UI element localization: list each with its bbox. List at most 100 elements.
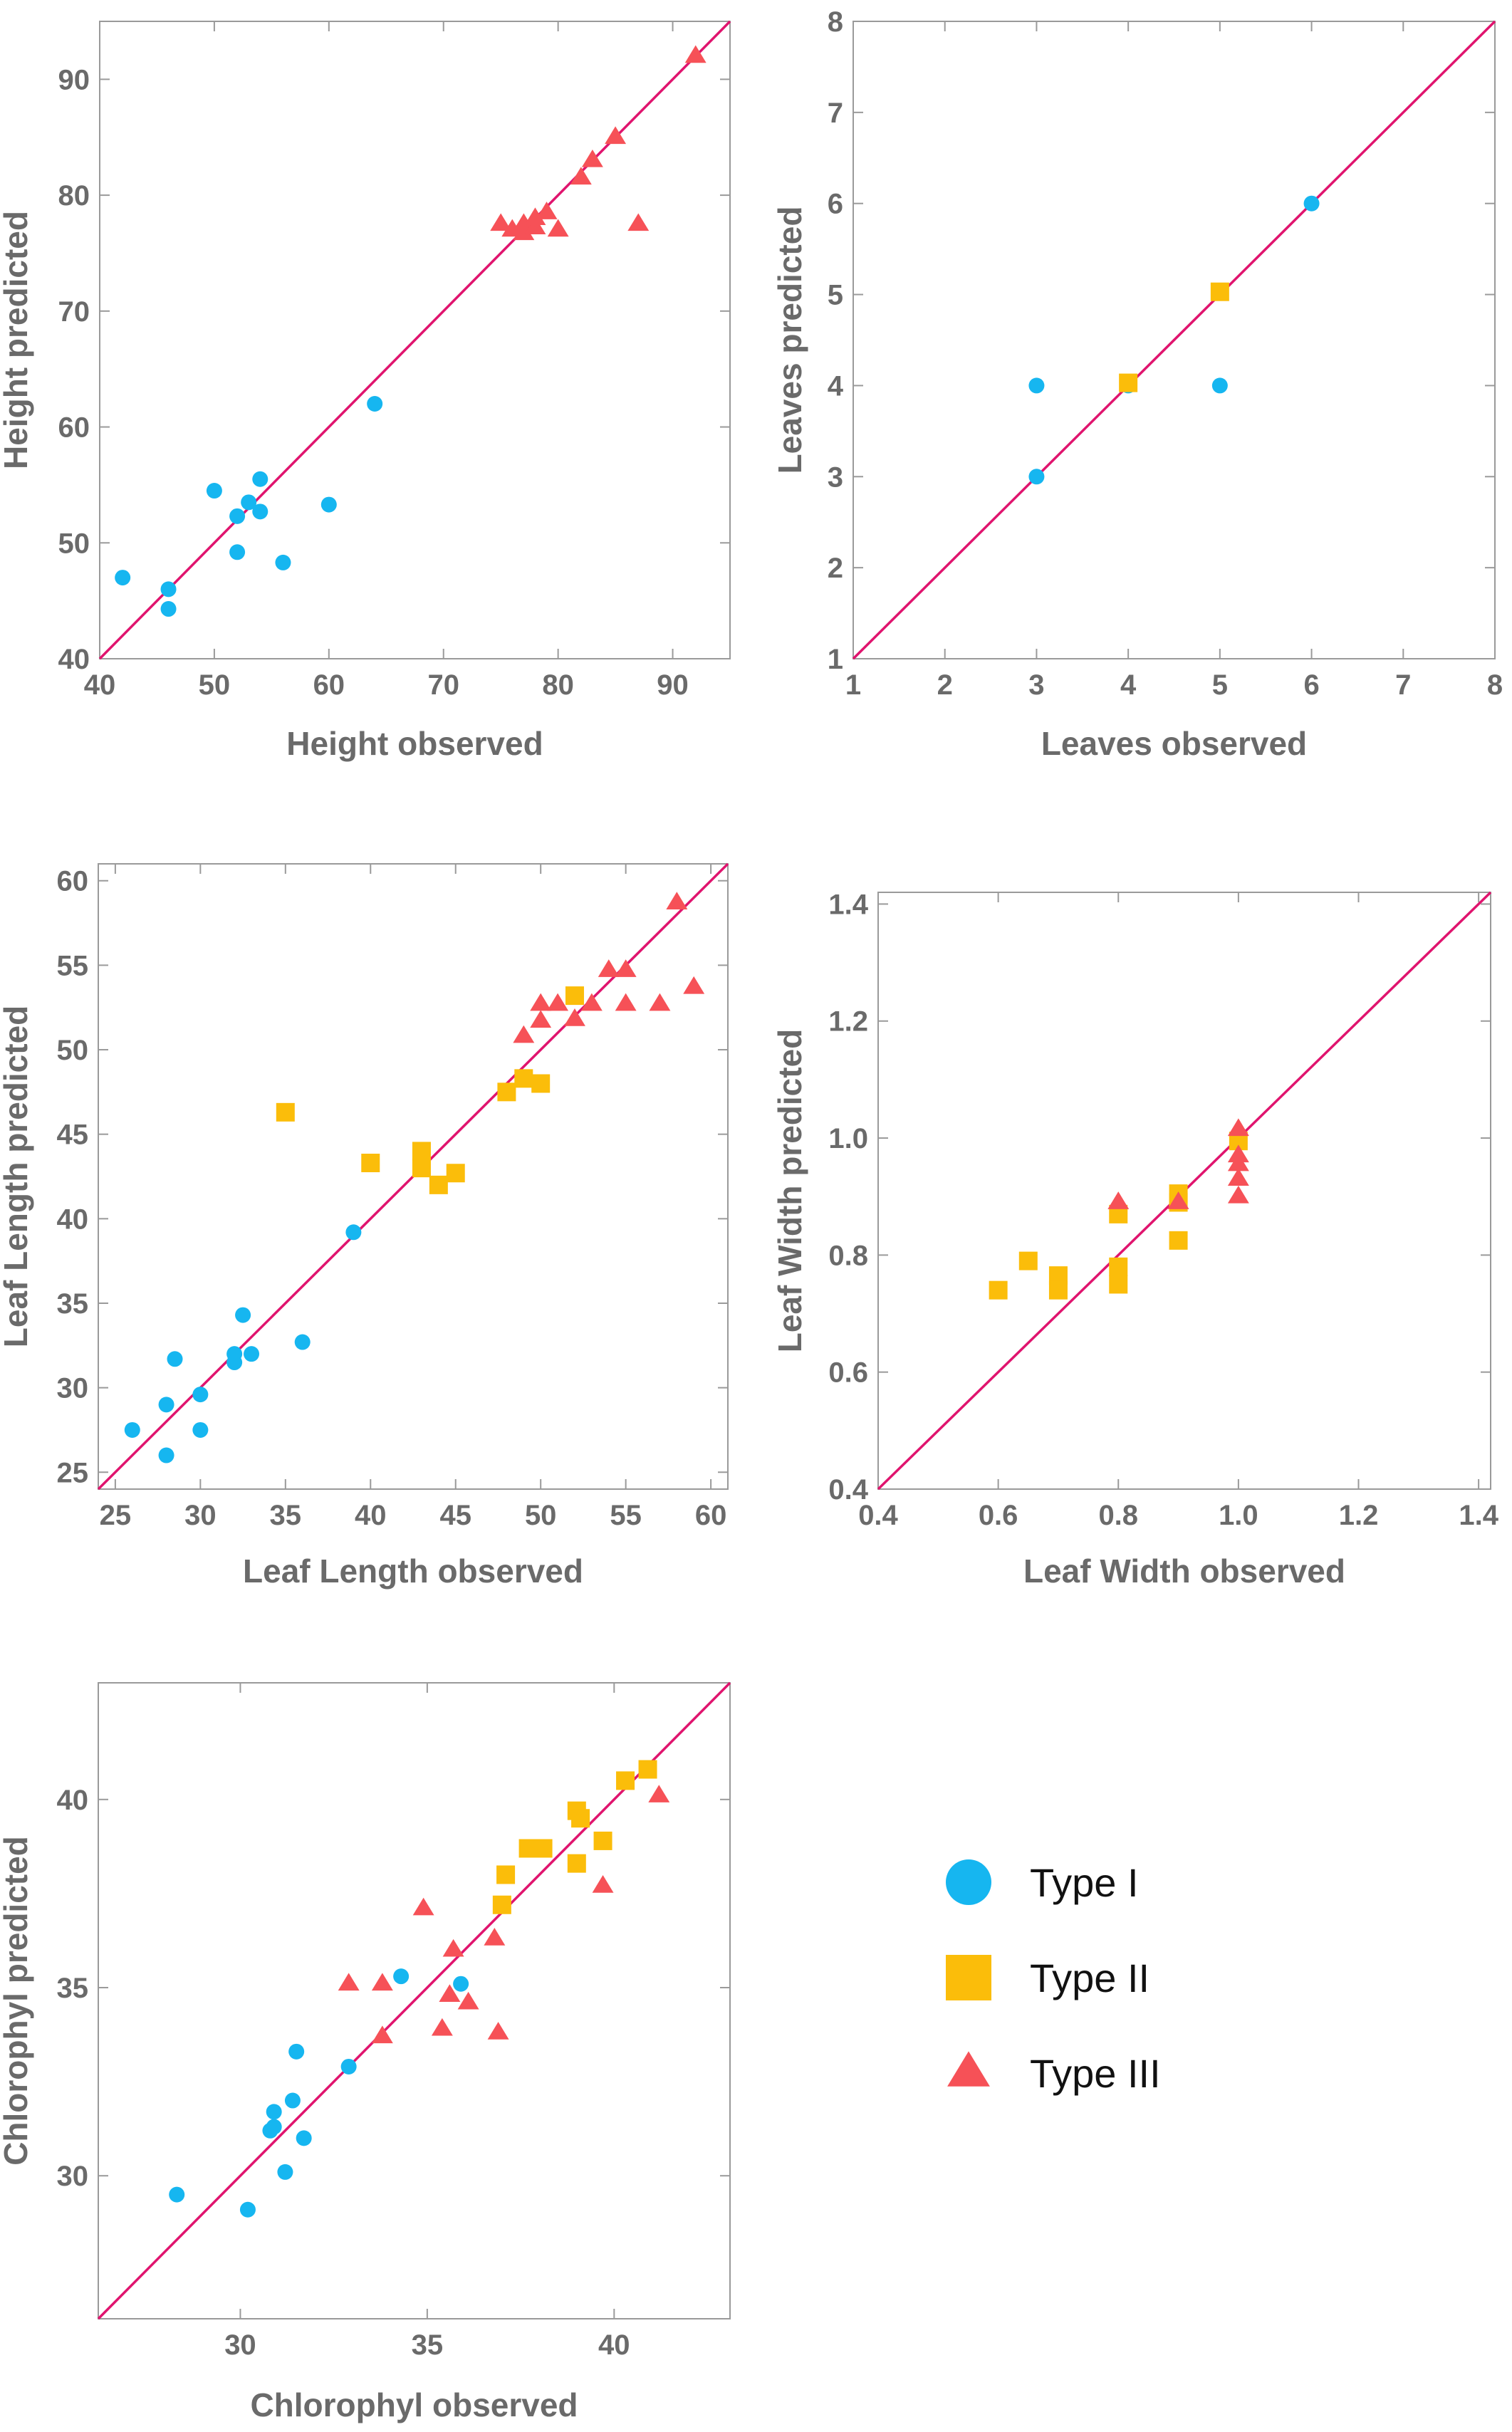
data-point	[160, 581, 177, 597]
data-point	[361, 1154, 380, 1173]
data-point	[492, 1895, 511, 1914]
x-tick-label: 8	[1487, 669, 1503, 701]
x-tick-label: 50	[199, 669, 231, 701]
legend-label: Type III	[1030, 2051, 1161, 2096]
data-point	[533, 1839, 553, 1858]
data-point	[275, 554, 291, 570]
y-tick-label: 60	[58, 412, 90, 444]
legend: Type I Type II Type III	[946, 1859, 1161, 2096]
data-point	[989, 1280, 1008, 1300]
y-tick-label: 55	[57, 950, 89, 981]
y-tick-label: 35	[57, 1288, 89, 1320]
series-type-ii	[492, 1760, 657, 1914]
y-tick-label: 50	[58, 528, 90, 559]
series-type-i	[169, 1968, 469, 2218]
x-tick-label: 40	[598, 2329, 630, 2361]
y-tick-label: 60	[57, 866, 89, 897]
plot-frame	[99, 21, 731, 659]
data-point	[226, 1355, 243, 1371]
data-point	[294, 1334, 311, 1350]
y-tick-label: 25	[57, 1457, 89, 1488]
y-tick-label: 3	[828, 461, 843, 493]
data-point	[1107, 1191, 1130, 1209]
legend-label: Type I	[1030, 1860, 1139, 1905]
plot-frame	[853, 21, 1496, 659]
data-point	[345, 1224, 362, 1241]
data-point	[1210, 282, 1229, 301]
y-tick-label: 50	[57, 1035, 89, 1066]
x-axis-title: Height observed	[286, 725, 543, 762]
y-tick-label: 35	[57, 1973, 89, 2004]
data-point	[1167, 1191, 1189, 1209]
data-point	[1227, 1118, 1249, 1137]
data-point	[371, 2025, 393, 2044]
legend-item-type-i: Type I	[946, 1859, 1139, 1905]
x-tick-label: 0.8	[1098, 1500, 1138, 1531]
y-tick-label: 1.0	[828, 1123, 868, 1154]
x-tick-label: 90	[657, 669, 689, 701]
data-point	[431, 2018, 453, 2036]
data-point	[252, 503, 268, 520]
x-tick-label: 1.4	[1459, 1500, 1498, 1531]
data-point	[514, 1069, 533, 1088]
y-tick-label: 2	[828, 553, 843, 584]
y-axis-title: Leaf Length predicted	[0, 1006, 34, 1347]
series-type-i	[124, 1224, 362, 1463]
data-point	[367, 396, 383, 412]
data-point	[1109, 1257, 1128, 1276]
series-type-ii	[1119, 282, 1229, 392]
x-tick-label: 4	[1120, 669, 1137, 701]
y-tick-label: 80	[58, 180, 90, 212]
data-point	[513, 213, 535, 231]
x-tick-label: 45	[439, 1500, 471, 1531]
data-point	[412, 1897, 434, 1916]
x-tick-label: 1	[845, 669, 861, 701]
x-tick-label: 0.4	[858, 1500, 898, 1531]
x-tick-label: 80	[542, 669, 574, 701]
data-point	[158, 1397, 174, 1413]
data-point	[160, 601, 177, 617]
legend-item-type-ii: Type II	[946, 1955, 1149, 2000]
data-point	[638, 1760, 657, 1779]
data-point	[229, 544, 246, 560]
data-point	[446, 1164, 465, 1183]
y-tick-label: 40	[57, 1785, 89, 1816]
x-tick-label: 60	[313, 669, 345, 701]
x-tick-label: 60	[695, 1500, 727, 1531]
y-tick-label: 45	[57, 1120, 89, 1151]
data-point	[239, 2201, 256, 2218]
y-axis-title: Leaves predicted	[771, 207, 808, 474]
data-point	[484, 1927, 506, 1946]
data-point	[439, 1984, 461, 2002]
x-tick-label: 25	[100, 1500, 132, 1531]
data-point	[615, 993, 637, 1011]
x-tick-label: 6	[1303, 669, 1319, 701]
data-point	[1028, 469, 1045, 485]
data-point	[252, 471, 268, 487]
y-tick-label: 6	[828, 189, 843, 220]
x-tick-label: 5	[1212, 669, 1228, 701]
data-point	[648, 1785, 670, 1802]
y-tick-label: 40	[57, 1204, 89, 1235]
series-type-ii	[989, 1132, 1248, 1300]
y-tick-label: 0.4	[828, 1474, 868, 1505]
data-point	[192, 1421, 209, 1438]
data-point	[340, 2058, 357, 2074]
legend-item-type-iii: Type III	[947, 2051, 1161, 2096]
data-point	[570, 167, 592, 185]
x-tick-label: 30	[184, 1500, 217, 1531]
y-axis-title: Chlorophyl predicted	[0, 1836, 34, 2166]
data-point	[412, 1159, 431, 1178]
data-point	[229, 508, 246, 524]
data-point	[235, 1307, 251, 1323]
x-tick-label: 30	[224, 2329, 256, 2361]
x-tick-label: 55	[610, 1500, 642, 1531]
data-point	[513, 1025, 535, 1043]
data-point	[627, 213, 650, 231]
scatter-panel-4: 0.4 0.6 0.8 1.0 1.2 1.4 0.4 0.6 0.8 1.0 1.2 1.4 Leaf…	[771, 889, 1499, 1590]
x-tick-label: 50	[525, 1500, 557, 1531]
x-axis-title: Leaf Length observed	[243, 1552, 583, 1590]
data-point	[490, 213, 512, 231]
data-point	[1109, 1275, 1128, 1294]
